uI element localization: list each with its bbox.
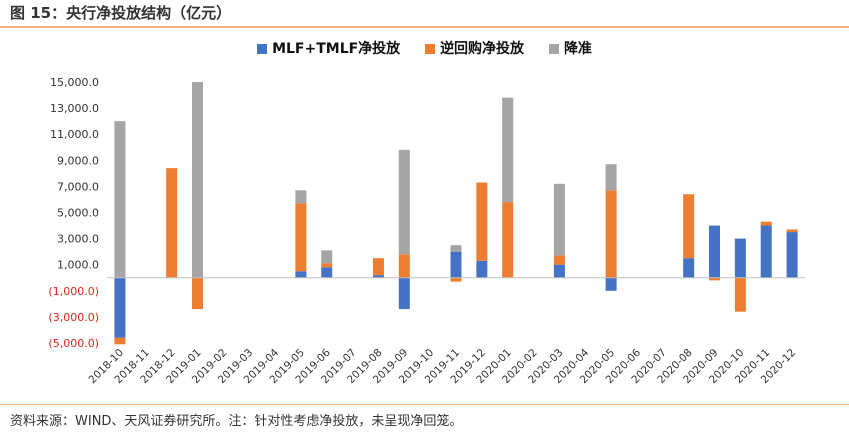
bar-mlf bbox=[372, 275, 384, 278]
y-tick-label: 9,000.0 bbox=[57, 154, 99, 167]
y-tick-label: 13,000.0 bbox=[50, 102, 99, 115]
bar-rrr-cut bbox=[321, 250, 333, 264]
bar-reverse-repo bbox=[734, 277, 746, 312]
bar-mlf bbox=[476, 260, 488, 278]
bar-mlf bbox=[295, 271, 307, 278]
bar-group bbox=[114, 82, 798, 345]
legend-swatch-rrr-cut bbox=[548, 44, 559, 54]
bar-mlf bbox=[605, 277, 617, 291]
legend-item-mlf: MLF+TMLF净投放 bbox=[257, 38, 400, 58]
legend-swatch-mlf bbox=[257, 44, 268, 54]
bar-rrr-cut bbox=[605, 164, 617, 191]
y-tick-label: 3,000.0 bbox=[57, 233, 99, 246]
bar-reverse-repo bbox=[114, 337, 126, 345]
bar-reverse-repo bbox=[760, 221, 772, 226]
chart-legend: MLF+TMLF净投放 逆回购净投放 降准 bbox=[0, 38, 849, 58]
bar-reverse-repo bbox=[553, 255, 565, 265]
bar-rrr-cut bbox=[398, 149, 410, 255]
title-row: 图 15：央行净投放结构（亿元） bbox=[0, 0, 849, 26]
title-divider bbox=[0, 26, 849, 28]
bar-reverse-repo bbox=[321, 263, 333, 268]
legend-item-rrr-cut: 降准 bbox=[548, 38, 592, 58]
bar-reverse-repo bbox=[502, 202, 514, 278]
bar-rrr-cut bbox=[191, 82, 203, 278]
legend-label-rrr-cut: 降准 bbox=[563, 41, 592, 57]
y-tick-label: 1,000.0 bbox=[57, 259, 99, 272]
bar-reverse-repo bbox=[476, 182, 488, 261]
bar-mlf bbox=[450, 251, 462, 278]
y-tick-label: 11,000.0 bbox=[50, 128, 99, 141]
legend-swatch-reverse-repo bbox=[425, 44, 436, 54]
bar-rrr-cut bbox=[553, 183, 565, 256]
bar-reverse-repo bbox=[398, 254, 410, 278]
bar-mlf bbox=[786, 232, 798, 278]
bar-mlf bbox=[321, 267, 333, 278]
legend-label-mlf: MLF+TMLF净投放 bbox=[272, 41, 401, 57]
source-note: 资料来源：WIND、天风证券研究所。注：针对性考虑净投放，未呈现净回笼。 bbox=[10, 414, 463, 429]
bar-reverse-repo bbox=[191, 277, 203, 310]
bar-reverse-repo bbox=[372, 258, 384, 276]
y-tick-label: 7,000.0 bbox=[57, 180, 99, 193]
bar-reverse-repo bbox=[709, 277, 721, 281]
legend-item-reverse-repo: 逆回购净投放 bbox=[425, 38, 524, 58]
y-tick-label: (1,000.0) bbox=[48, 285, 99, 298]
bar-mlf bbox=[398, 277, 410, 310]
bar-mlf bbox=[553, 264, 565, 278]
bar-rrr-cut bbox=[450, 245, 462, 252]
bar-mlf bbox=[709, 225, 721, 278]
bar-rrr-cut bbox=[114, 121, 126, 278]
figure-title: 图 15：央行净投放结构（亿元） bbox=[10, 4, 232, 22]
bar-reverse-repo bbox=[166, 168, 178, 278]
y-tick-label: (5,000.0) bbox=[48, 337, 99, 350]
bar-reverse-repo bbox=[605, 190, 617, 278]
y-axis: 15,000.0 13,000.0 11,000.0 9,000.0 7,000.0 5,… bbox=[48, 76, 99, 350]
y-tick-label: 15,000.0 bbox=[50, 76, 99, 89]
bar-reverse-repo bbox=[786, 229, 798, 233]
bar-rrr-cut bbox=[295, 190, 307, 204]
bar-mlf bbox=[760, 225, 772, 278]
bar-mlf bbox=[114, 277, 126, 338]
bar-reverse-repo bbox=[450, 277, 462, 282]
bar-rrr-cut bbox=[502, 97, 514, 203]
legend-label-reverse-repo: 逆回购净投放 bbox=[440, 41, 525, 57]
bar-reverse-repo bbox=[683, 194, 695, 259]
y-tick-label: (3,000.0) bbox=[48, 311, 99, 324]
bar-mlf bbox=[683, 258, 695, 278]
bar-reverse-repo bbox=[295, 203, 307, 272]
y-tick-label: 5,000.0 bbox=[57, 207, 99, 220]
bar-mlf bbox=[734, 238, 746, 278]
footer-divider bbox=[0, 404, 849, 405]
